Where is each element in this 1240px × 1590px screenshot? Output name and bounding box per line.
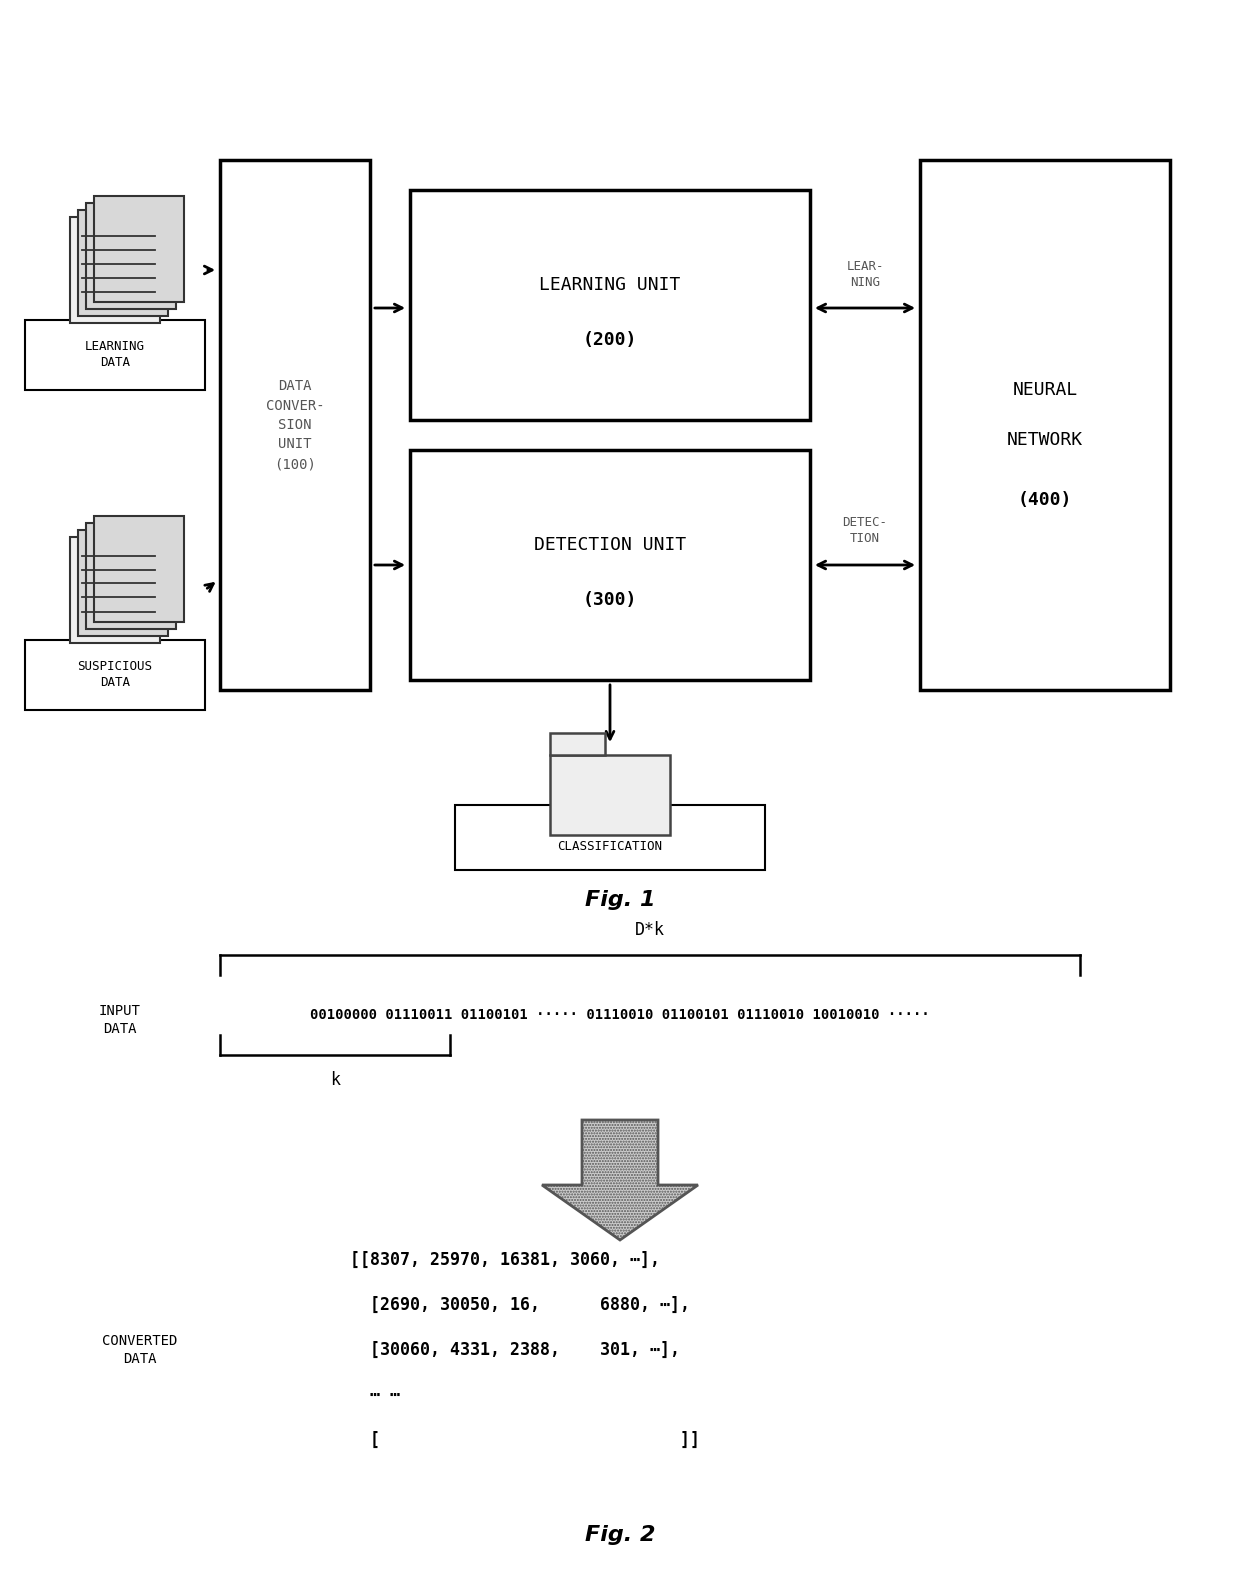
Text: DATA
CONVER-
SION
UNIT
(100): DATA CONVER- SION UNIT (100) (265, 378, 325, 471)
Text: LEARNING UNIT: LEARNING UNIT (539, 277, 681, 294)
Bar (78, 210, 167, 315)
Text: DETECTION UNIT: DETECTION UNIT (534, 536, 686, 553)
Text: Fig. 2: Fig. 2 (585, 1525, 655, 1545)
Bar (219, 161, 370, 690)
Text: D*k: D*k (635, 921, 665, 940)
Text: SUSPICIOUS
DATA: SUSPICIOUS DATA (77, 660, 153, 690)
Bar (551, 733, 605, 755)
Text: k: k (330, 1072, 340, 1089)
Bar (410, 450, 810, 681)
Polygon shape (542, 1119, 698, 1240)
Text: LEAR-
NING: LEAR- NING (846, 261, 884, 289)
Text: [30060, 4331, 2388,    301, ⋯],: [30060, 4331, 2388, 301, ⋯], (350, 1340, 680, 1359)
Text: CONVERTED
DATA: CONVERTED DATA (103, 1334, 177, 1366)
Text: Fig. 1: Fig. 1 (585, 890, 655, 909)
Text: (300): (300) (583, 591, 637, 609)
Bar (86, 204, 176, 308)
Text: [                              ]]: [ ]] (350, 1431, 701, 1448)
Text: (400): (400) (1018, 491, 1073, 509)
Text: LEARNING
DATA: LEARNING DATA (86, 340, 145, 369)
Text: INPUT
DATA: INPUT DATA (99, 1003, 141, 1037)
Text: NEURAL: NEURAL (1012, 382, 1078, 399)
Bar (69, 218, 160, 323)
Text: MALICIOUS CODE
CLASSIFICATION: MALICIOUS CODE CLASSIFICATION (558, 824, 662, 852)
Bar (94, 197, 184, 302)
Bar (551, 755, 670, 835)
Bar (86, 523, 176, 628)
Bar (78, 531, 167, 636)
Bar (25, 641, 205, 711)
Text: [[8307, 25970, 16381, 3060, ⋯],: [[8307, 25970, 16381, 3060, ⋯], (350, 1251, 660, 1269)
Text: ⋯ ⋯: ⋯ ⋯ (350, 1386, 401, 1404)
Text: [2690, 30050, 16,      6880, ⋯],: [2690, 30050, 16, 6880, ⋯], (350, 1296, 689, 1313)
Text: NETWORK: NETWORK (1007, 431, 1083, 448)
Text: DETEC-
TION: DETEC- TION (842, 515, 888, 544)
Bar (25, 320, 205, 390)
Bar (920, 161, 1171, 690)
Bar (410, 189, 810, 420)
Bar (94, 517, 184, 622)
Text: (200): (200) (583, 331, 637, 348)
Bar (455, 805, 765, 870)
Text: 00100000 01110011 01100101 ····· 01110010 01100101 01110010 10010010 ·····: 00100000 01110011 01100101 ····· 0111001… (310, 1008, 930, 1022)
Bar (69, 537, 160, 642)
